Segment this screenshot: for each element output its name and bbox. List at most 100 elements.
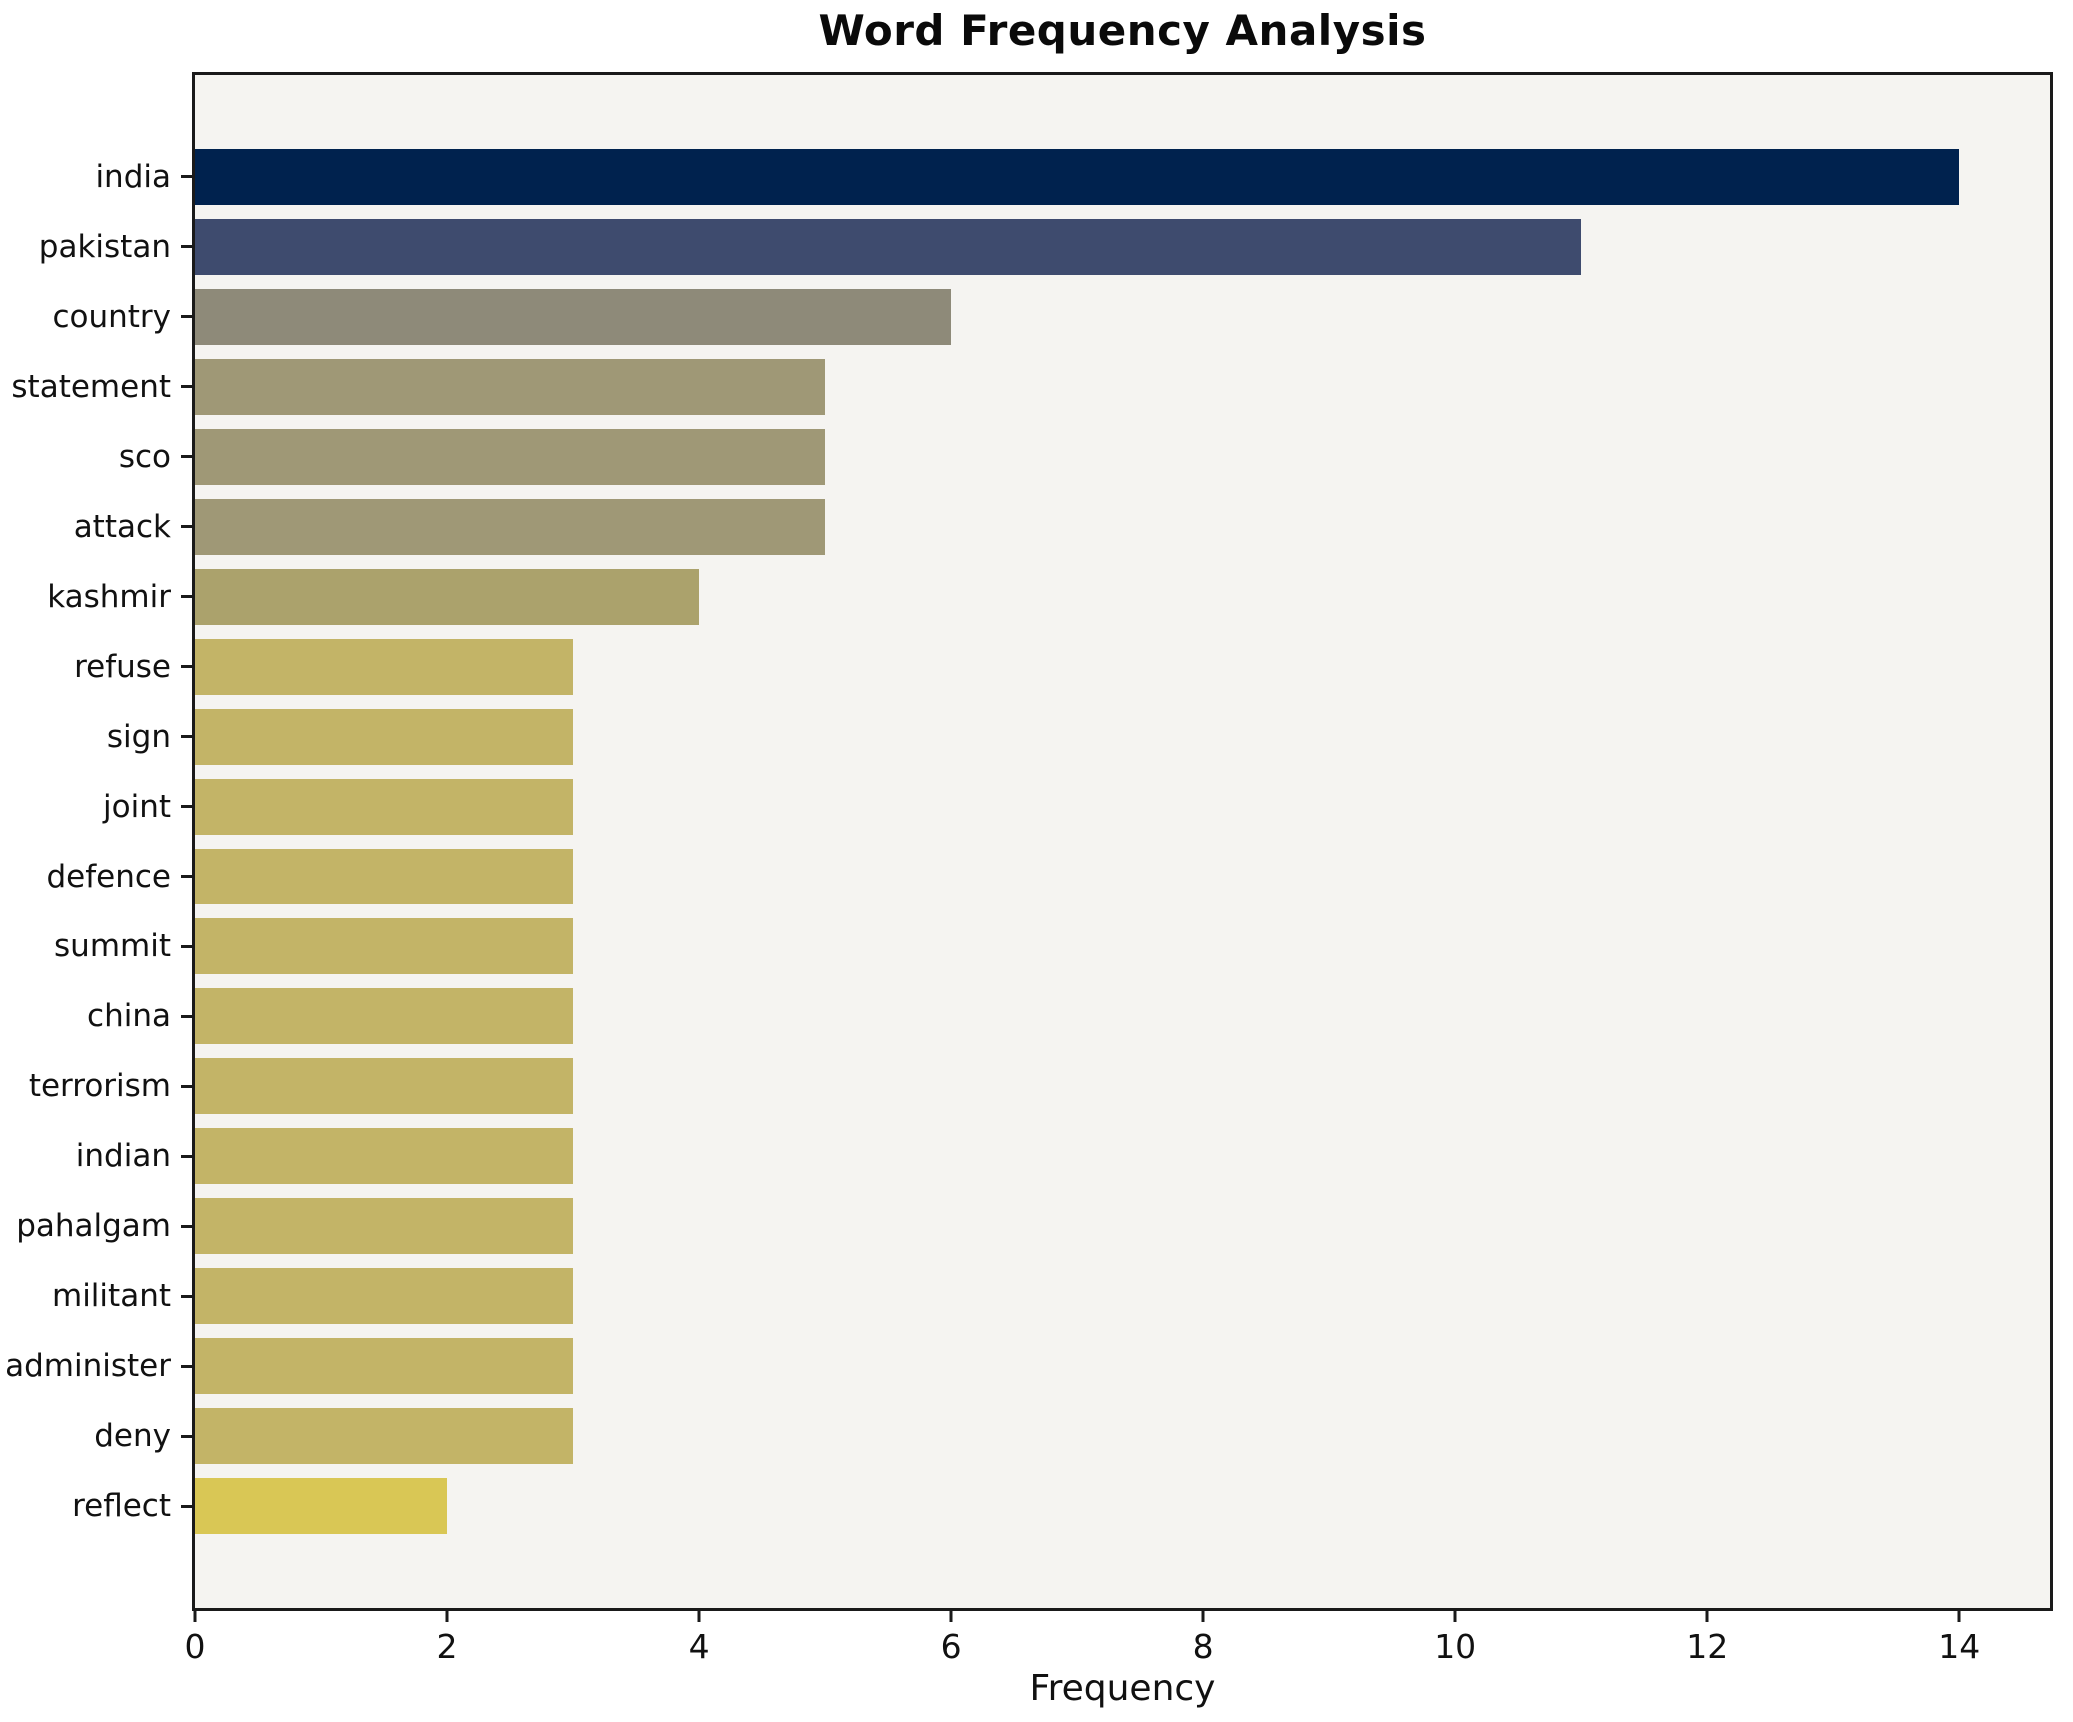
bar-row-reflect: reflect	[72, 1471, 2050, 1541]
y-tick-mark	[181, 175, 192, 179]
x-tick-label-0: 0	[184, 1627, 206, 1666]
x-tick-label-2: 2	[436, 1627, 458, 1666]
y-tick-mark	[181, 1294, 192, 1298]
y-tick-label-statement: statement	[11, 368, 171, 405]
x-tick-mark	[445, 1611, 449, 1622]
bar-china	[195, 988, 574, 1045]
y-tick-label-kashmir: kashmir	[47, 578, 171, 615]
bar-indian	[195, 1128, 574, 1185]
x-tick-mark	[949, 1611, 953, 1622]
y-tick-label-attack: attack	[73, 508, 171, 545]
bar-row-refuse: refuse	[74, 632, 2050, 702]
y-tick-label-indian: indian	[75, 1138, 171, 1175]
x-tick-mark	[1453, 1611, 1457, 1622]
bar-administer	[195, 1338, 574, 1395]
y-tick-mark	[181, 665, 192, 669]
y-tick-label-defence: defence	[46, 858, 172, 895]
y-tick-mark	[181, 1364, 192, 1368]
bar-summit	[195, 918, 574, 975]
x-tick-label-6: 6	[940, 1627, 962, 1666]
bar-row-defence: defence	[47, 842, 2050, 912]
bar-row-sco: sco	[119, 422, 2050, 492]
y-tick-mark	[181, 1014, 192, 1018]
bar-row-pakistan: pakistan	[39, 212, 2050, 282]
bar-militant	[195, 1268, 574, 1325]
y-tick-mark	[181, 455, 192, 459]
y-tick-label-deny: deny	[94, 1418, 171, 1455]
x-axis-title: Frequency	[1029, 1668, 1216, 1709]
y-tick-mark	[181, 315, 192, 319]
bar-row-sign: sign	[107, 702, 2050, 772]
bar-kashmir	[195, 568, 700, 625]
y-tick-label-summit: summit	[54, 928, 171, 965]
bar-pakistan	[195, 218, 1582, 275]
bar-rows: india pakistan country statement sco attack ka…	[5, 142, 2050, 1541]
bar-statement	[195, 358, 826, 415]
y-tick-mark	[181, 1154, 192, 1158]
bar-row-attack: attack	[74, 492, 2050, 562]
bar-row-country: country	[52, 282, 2050, 352]
chart-title: Word Frequency Analysis	[818, 6, 1427, 55]
y-tick-label-pahalgam: pahalgam	[16, 1208, 171, 1245]
y-tick-label-country: country	[52, 298, 171, 335]
bar-joint	[195, 778, 574, 835]
bar-sco	[195, 428, 826, 485]
bar-attack	[195, 498, 826, 555]
x-tick-mark	[193, 1611, 197, 1622]
bar-india	[195, 149, 1960, 205]
y-tick-mark	[181, 875, 192, 878]
y-tick-label-terrorism: terrorism	[28, 1068, 171, 1105]
x-tick-label-14: 14	[1938, 1627, 1981, 1666]
x-tick-mark	[1705, 1611, 1709, 1622]
x-tick-mark	[1957, 1611, 1961, 1622]
y-tick-label-refuse: refuse	[74, 648, 171, 685]
y-tick-mark	[181, 1224, 192, 1228]
bar-row-india: india	[95, 142, 2050, 212]
y-tick-mark	[181, 735, 192, 739]
y-tick-mark	[181, 245, 192, 249]
bar-row-administer: administer	[5, 1331, 2050, 1401]
y-tick-mark	[181, 525, 192, 529]
y-tick-mark	[181, 385, 192, 389]
bar-row-pahalgam: pahalgam	[16, 1191, 2050, 1261]
x-tick-mark	[697, 1611, 701, 1622]
y-tick-label-india: india	[95, 158, 171, 195]
bar-row-summit: summit	[54, 911, 2050, 981]
bar-row-statement: statement	[11, 352, 2050, 422]
bar-defence	[195, 848, 574, 905]
bar-refuse	[195, 638, 574, 695]
x-tick-label-12: 12	[1686, 1627, 1729, 1666]
bar-terrorism	[195, 1058, 574, 1115]
y-tick-label-sign: sign	[106, 718, 171, 755]
plot-area: india pakistan country statement sco attack ka…	[5, 72, 2053, 1666]
y-tick-mark	[181, 1084, 192, 1088]
y-tick-mark	[181, 805, 192, 809]
y-tick-label-china: china	[87, 998, 171, 1035]
y-tick-label-joint: joint	[103, 788, 171, 825]
x-tick-label-10: 10	[1434, 1627, 1477, 1666]
y-tick-mark	[181, 944, 192, 948]
bar-deny	[195, 1408, 574, 1465]
y-tick-label-militant: militant	[52, 1278, 171, 1315]
y-tick-label-sco: sco	[118, 438, 171, 475]
y-tick-mark	[181, 1434, 192, 1438]
y-tick-label-pakistan: pakistan	[38, 228, 171, 265]
bar-row-china: china	[87, 981, 2050, 1051]
bar-sign	[195, 708, 574, 765]
bar-row-terrorism: terrorism	[29, 1051, 2050, 1121]
x-tick-label-4: 4	[688, 1627, 710, 1666]
bar-reflect	[195, 1478, 448, 1535]
bar-row-kashmir: kashmir	[47, 562, 2050, 632]
bar-row-militant: militant	[52, 1261, 2050, 1331]
x-tick-mark	[1201, 1611, 1205, 1622]
x-tick-label-8: 8	[1192, 1627, 1214, 1666]
bar-pahalgam	[195, 1198, 574, 1255]
bar-row-joint: joint	[103, 772, 2050, 842]
y-tick-mark	[181, 1504, 192, 1508]
bar-country	[195, 288, 952, 345]
y-tick-label-administer: administer	[5, 1348, 171, 1385]
y-tick-label-reflect: reflect	[72, 1488, 171, 1525]
bar-row-indian: indian	[76, 1121, 2050, 1191]
y-tick-mark	[181, 595, 192, 599]
